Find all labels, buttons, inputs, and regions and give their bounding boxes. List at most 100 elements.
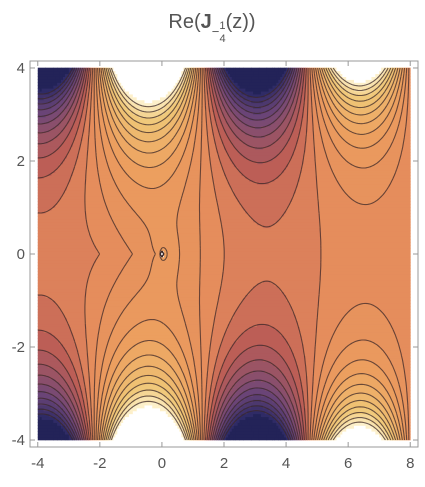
contour-band [319, 88, 324, 92]
contour-band [237, 102, 246, 107]
contour-band [94, 117, 99, 121]
contour-band [80, 404, 85, 409]
contour-band [210, 117, 215, 121]
contour-band [165, 431, 171, 435]
contour-band [383, 73, 388, 77]
contour-band [123, 396, 130, 400]
contour-band [37, 340, 60, 345]
contour-band [198, 192, 217, 197]
contour-band [268, 431, 273, 435]
contour-band [115, 401, 120, 406]
contour-band [97, 99, 101, 104]
contour-band [55, 387, 64, 391]
contour-band [334, 329, 394, 333]
contour-band [319, 99, 324, 104]
contour-band [278, 93, 285, 98]
contour-band [97, 105, 103, 109]
contour-band [51, 207, 85, 211]
contour-band [367, 372, 386, 377]
contour-band [99, 375, 107, 380]
contour-band [80, 361, 89, 365]
contour-band [220, 425, 223, 429]
contour-band [37, 108, 58, 112]
contour-band [200, 253, 225, 258]
contour-band [288, 343, 304, 348]
contour-band [282, 79, 285, 83]
contour-band [107, 404, 112, 409]
contour-band [37, 431, 46, 435]
contour-band [123, 85, 128, 89]
contour-band [109, 337, 124, 342]
contour-band [183, 372, 190, 377]
contour-band [208, 102, 213, 107]
contour-band [216, 419, 221, 423]
contour-band [70, 390, 77, 394]
contour-band [386, 67, 392, 72]
contour-band [187, 119, 194, 124]
contour-band [90, 387, 95, 391]
contour-band [220, 213, 250, 217]
contour-band [189, 79, 192, 83]
contour-band [72, 381, 79, 386]
contour-band [321, 111, 328, 115]
contour-band [191, 343, 202, 348]
contour-band [233, 340, 289, 345]
contour-band [313, 143, 324, 147]
contour-band [175, 169, 190, 173]
contour-band [307, 93, 312, 98]
contour-band [394, 76, 399, 80]
contour-band [293, 393, 299, 397]
contour-band [408, 76, 411, 80]
contour-band [321, 73, 326, 77]
contour-band [150, 265, 180, 269]
contour-band [330, 108, 339, 112]
contour-band [222, 140, 233, 144]
contour-band [183, 76, 186, 80]
contour-band [37, 378, 56, 383]
contour-band [171, 416, 176, 420]
contour-band [66, 134, 76, 139]
contour-band [288, 300, 320, 304]
contour-band [80, 82, 83, 86]
contour-band [123, 436, 126, 441]
contour-band [222, 73, 225, 77]
contour-band [336, 146, 359, 150]
contour-band [37, 137, 54, 141]
contour-band [352, 163, 374, 168]
contour-band [239, 70, 244, 75]
contour-band [169, 404, 176, 409]
contour-band [167, 250, 180, 255]
contour-band [95, 76, 99, 80]
contour-band [66, 369, 76, 374]
contour-band [342, 317, 388, 322]
contour-line [95, 67, 408, 441]
contour-band [396, 425, 401, 429]
contour-band [321, 253, 411, 258]
contour-band [74, 404, 79, 409]
contour-band [322, 140, 334, 144]
contour-band [187, 361, 196, 365]
contour-band [326, 76, 332, 80]
contour-band [123, 428, 128, 432]
contour-band [107, 367, 116, 371]
contour-band [191, 90, 196, 95]
contour-band [388, 413, 394, 418]
contour-band [55, 96, 64, 101]
contour-band [88, 96, 93, 101]
contour-band [82, 396, 87, 400]
contour-band [192, 381, 198, 386]
contour-band [66, 436, 70, 441]
contour-band [84, 431, 87, 435]
contour-band [216, 399, 221, 403]
contour-band [82, 372, 89, 377]
contour-band [37, 189, 66, 194]
contour-band [51, 82, 58, 86]
contour-band [216, 102, 219, 107]
contour-band [37, 157, 66, 162]
contour-band [86, 210, 108, 214]
contour-band [84, 303, 107, 307]
contour-band [216, 149, 227, 153]
contour-band [200, 163, 211, 168]
contour-band [328, 419, 334, 423]
contour-band [340, 436, 345, 441]
